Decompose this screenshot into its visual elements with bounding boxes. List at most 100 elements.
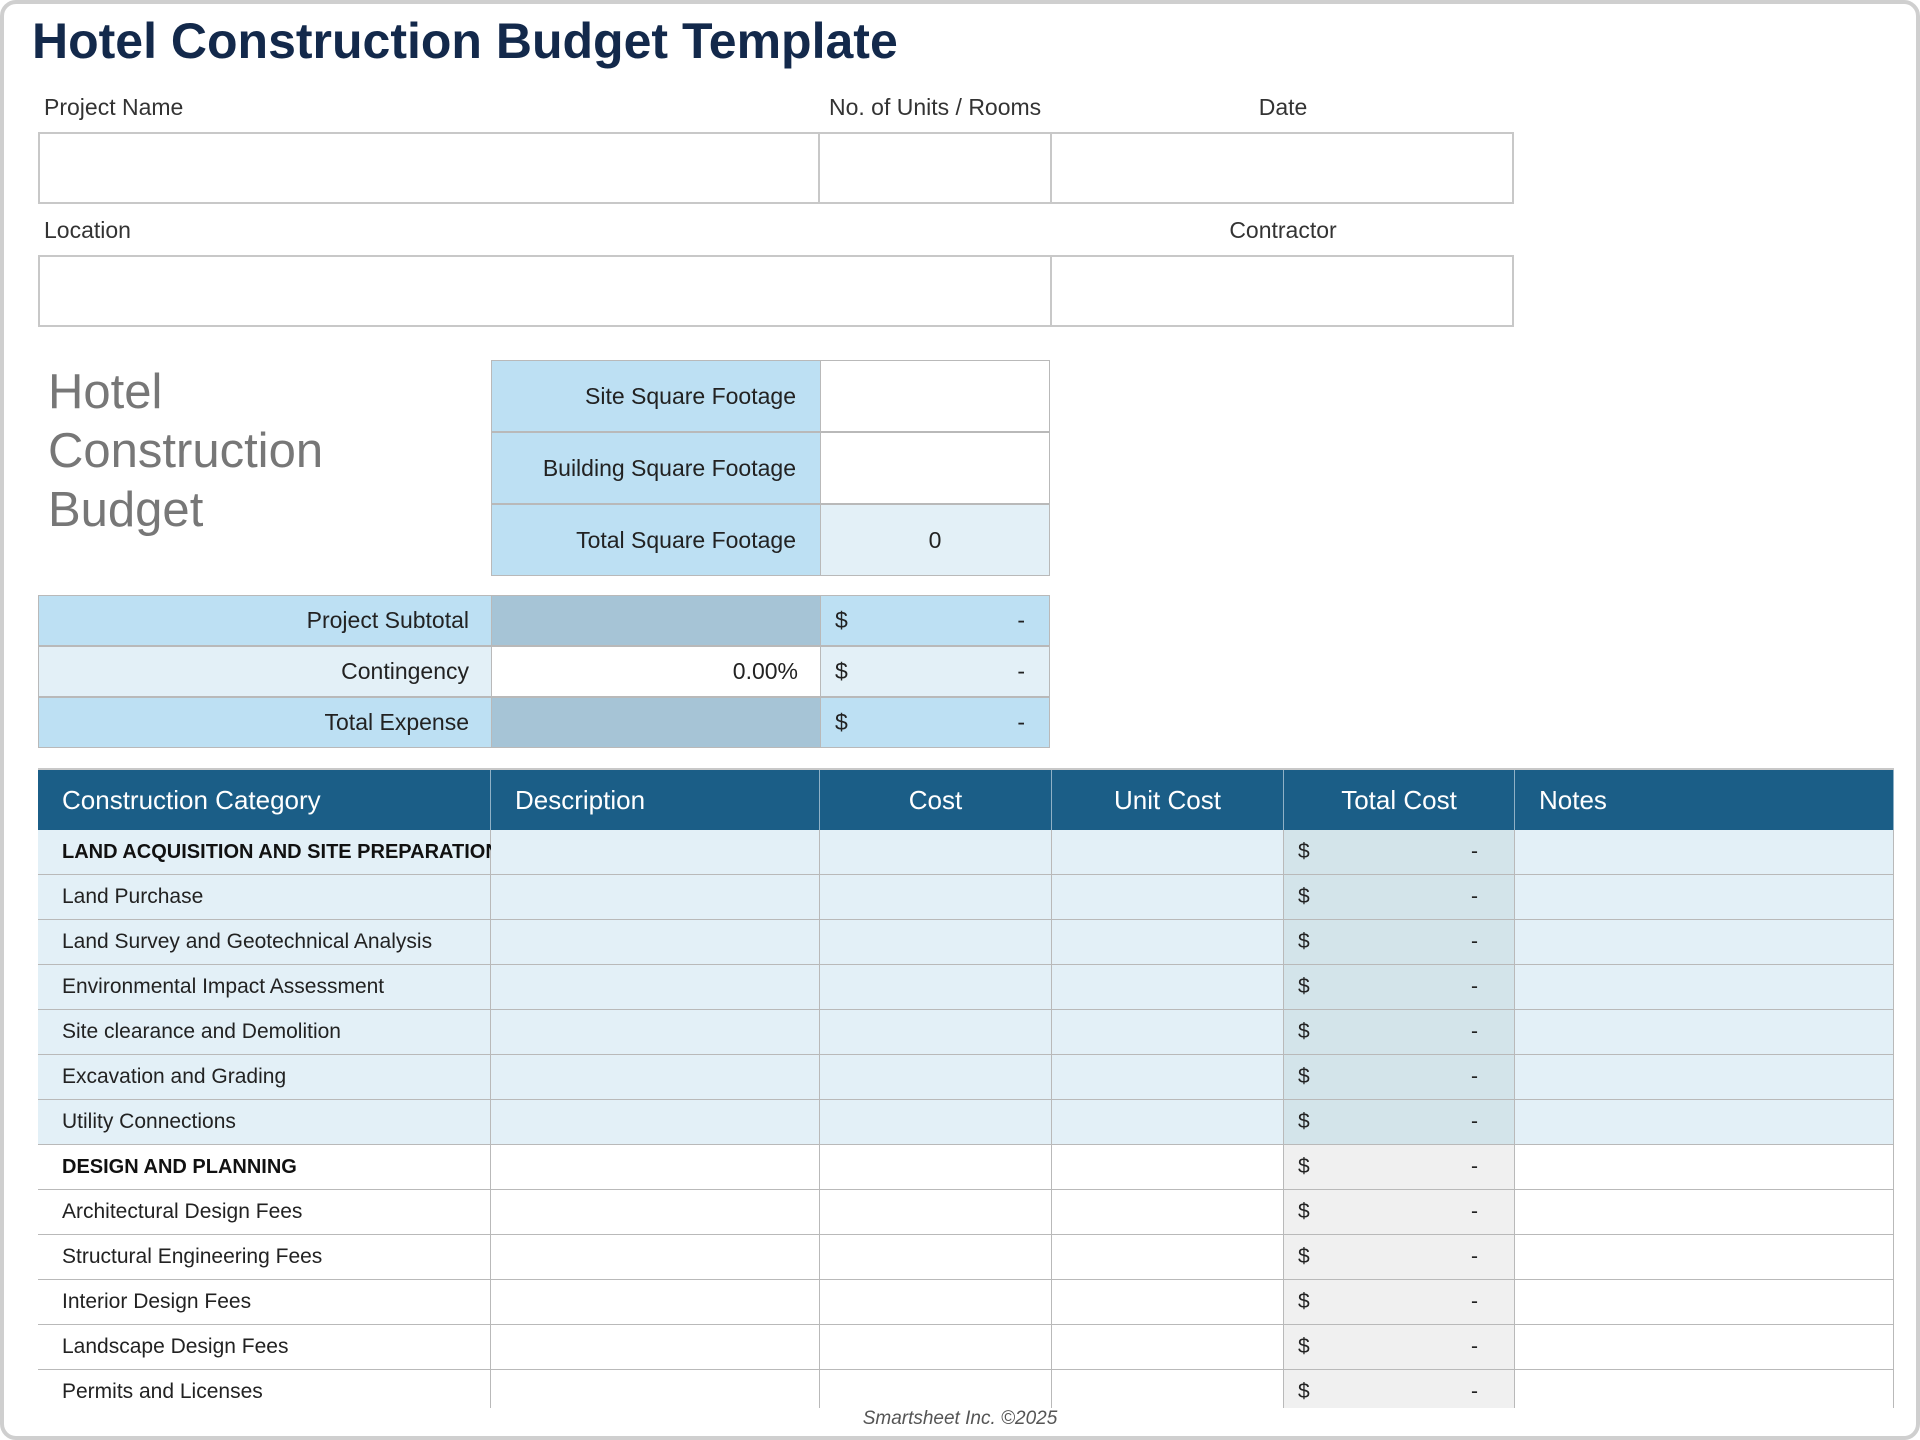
table-cell[interactable] [491, 1370, 820, 1408]
table-cell[interactable] [491, 1325, 820, 1370]
currency: $ [1298, 885, 1310, 908]
table-cell[interactable] [491, 1280, 820, 1325]
currency: $ [1298, 1065, 1310, 1088]
row-category: Site clearance and Demolition [38, 1010, 491, 1055]
table-cell[interactable] [491, 1235, 820, 1280]
summary-rate [491, 697, 821, 748]
column-header: Cost [820, 770, 1052, 830]
table-cell[interactable] [1515, 920, 1894, 965]
table-cell[interactable] [1515, 965, 1894, 1010]
table-cell[interactable] [820, 920, 1052, 965]
table-cell[interactable] [1515, 1100, 1894, 1145]
table-cell[interactable] [1052, 1325, 1284, 1370]
footage-value[interactable] [820, 360, 1050, 432]
field-label: Project Name [44, 94, 184, 120]
table-cell[interactable] [1515, 1190, 1894, 1235]
table-cell[interactable] [491, 920, 820, 965]
summary-label: Total Expense [38, 697, 492, 748]
table-cell[interactable] [1515, 1370, 1894, 1408]
table-cell[interactable] [820, 1325, 1052, 1370]
footage-value[interactable] [820, 432, 1050, 504]
row-total: $ - [1284, 1145, 1515, 1190]
currency: $ [1298, 1245, 1310, 1268]
table-cell[interactable] [1052, 1100, 1284, 1145]
table-cell[interactable] [491, 1010, 820, 1055]
table-cell[interactable] [1515, 830, 1894, 875]
page-title: Hotel Construction Budget Template [32, 13, 898, 69]
amount: - [1471, 1380, 1478, 1403]
table-cell[interactable] [820, 830, 1052, 875]
amount: - [1471, 1245, 1478, 1268]
table-cell[interactable] [820, 965, 1052, 1010]
input-box[interactable] [1050, 255, 1514, 327]
row-total: $ - [1284, 830, 1515, 875]
summary-rate[interactable]: 0.00% [491, 646, 821, 697]
summary-rate [491, 595, 821, 646]
row-category: LAND ACQUISITION AND SITE PREPARATION [38, 830, 500, 875]
table-cell[interactable] [820, 1010, 1052, 1055]
table-cell[interactable] [1515, 1145, 1894, 1190]
input-box[interactable] [818, 132, 1052, 204]
input-box[interactable] [38, 132, 820, 204]
currency: $ [835, 709, 848, 735]
row-total: $ - [1284, 1370, 1515, 1408]
summary-amount: $ - [820, 646, 1050, 697]
row-total: $ - [1284, 1325, 1515, 1370]
table-cell[interactable] [820, 875, 1052, 920]
row-total: $ - [1284, 1055, 1515, 1100]
table-cell[interactable] [820, 1280, 1052, 1325]
field-label: No. of Units / Rooms [829, 94, 1042, 120]
table-cell[interactable] [1052, 1235, 1284, 1280]
column-header: Unit Cost [1052, 770, 1284, 830]
input-box[interactable] [38, 255, 1052, 327]
input-box[interactable] [1050, 132, 1514, 204]
table-cell[interactable] [491, 875, 820, 920]
row-category: Environmental Impact Assessment [38, 965, 491, 1010]
row-category: Structural Engineering Fees [38, 1235, 491, 1280]
table-cell[interactable] [820, 1190, 1052, 1235]
table-cell[interactable] [1515, 1235, 1894, 1280]
table-cell[interactable] [1052, 1370, 1284, 1408]
table-cell[interactable] [1052, 830, 1284, 875]
table-cell[interactable] [1515, 875, 1894, 920]
row-total: $ - [1284, 920, 1515, 965]
amount: - [1017, 607, 1025, 633]
footage-label: Site Square Footage [491, 360, 821, 432]
table-cell[interactable] [1052, 1190, 1284, 1235]
table-cell[interactable] [820, 1370, 1052, 1408]
table-cell[interactable] [820, 1055, 1052, 1100]
amount: - [1471, 1020, 1478, 1043]
table-cell[interactable] [1515, 1010, 1894, 1055]
table-cell[interactable] [1052, 1145, 1284, 1190]
table-cell[interactable] [1052, 875, 1284, 920]
table-cell[interactable] [491, 830, 820, 875]
table-cell[interactable] [491, 1190, 820, 1235]
field-label: Date [1258, 94, 1308, 120]
table-cell[interactable] [1515, 1280, 1894, 1325]
summary-amount: $ - [820, 595, 1050, 646]
summary-label: Contingency [38, 646, 492, 697]
side-title: Budget [48, 483, 204, 537]
table-cell[interactable] [491, 965, 820, 1010]
amount: - [1471, 930, 1478, 953]
amount: - [1017, 709, 1025, 735]
table-cell[interactable] [491, 1055, 820, 1100]
table-cell[interactable] [491, 1145, 820, 1190]
table-cell[interactable] [1515, 1055, 1894, 1100]
table-cell[interactable] [820, 1145, 1052, 1190]
table-cell[interactable] [1052, 1280, 1284, 1325]
table-cell[interactable] [820, 1100, 1052, 1145]
currency: $ [1298, 1110, 1310, 1133]
table-cell[interactable] [1052, 1010, 1284, 1055]
currency: $ [1298, 930, 1310, 953]
table-cell[interactable] [1515, 1325, 1894, 1370]
table-cell[interactable] [491, 1100, 820, 1145]
table-cell[interactable] [1052, 920, 1284, 965]
table-cell[interactable] [820, 1235, 1052, 1280]
table-cell[interactable] [1052, 965, 1284, 1010]
table-cell[interactable] [1052, 1055, 1284, 1100]
amount: - [1471, 1110, 1478, 1133]
footage-label: Total Square Footage [491, 504, 821, 576]
row-category: Utility Connections [38, 1100, 491, 1145]
